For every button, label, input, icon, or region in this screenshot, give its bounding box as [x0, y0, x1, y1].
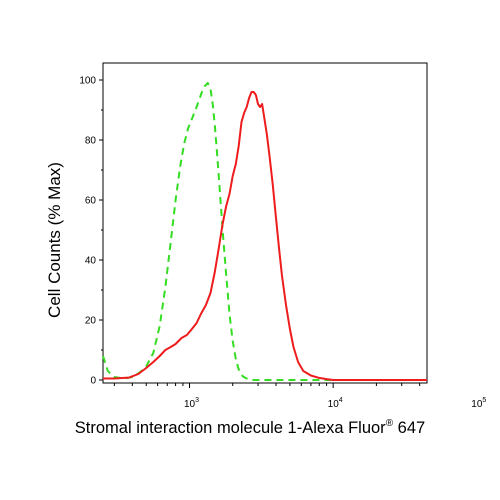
x-tick-base: 10: [184, 399, 196, 410]
x-tick-label: 104: [328, 397, 343, 410]
y-tick-label: 20: [85, 316, 97, 327]
y-tick-label: 60: [85, 196, 97, 207]
x-tick-base: 10: [328, 399, 340, 410]
x-tick-label: 103: [184, 397, 199, 410]
y-tick-label: 40: [85, 256, 97, 267]
series-line-solid-red: [103, 91, 427, 381]
x-tick-exponent: 4: [339, 397, 343, 404]
x-tick-base: 10: [471, 399, 483, 410]
x-tick-exponent: 3: [195, 397, 199, 404]
series-layer: [102, 82, 427, 381]
y-axis-ticks: 0 20 40 60 80 100: [79, 76, 103, 387]
y-tick-label: 100: [79, 76, 96, 87]
y-axis-title: Cell Counts (% Max): [45, 162, 64, 318]
plot-frame: [102, 62, 428, 384]
x-axis-title-suffix: 647: [393, 419, 425, 437]
x-tick-exponent: 5: [482, 397, 486, 404]
y-tick-label: 80: [85, 136, 97, 147]
x-tick-label: 105: [471, 397, 486, 410]
x-axis-title-superscript: ®: [386, 418, 394, 429]
x-axis-title: Stromal interaction molecule 1-Alexa Flu…: [75, 418, 425, 437]
x-axis-ticks: 103 104 105: [113, 383, 486, 410]
series-line-dashed-green: [102, 82, 427, 381]
x-axis-title-main: Stromal interaction molecule 1-Alexa Flu…: [75, 419, 386, 437]
y-tick-label: 0: [90, 376, 96, 387]
